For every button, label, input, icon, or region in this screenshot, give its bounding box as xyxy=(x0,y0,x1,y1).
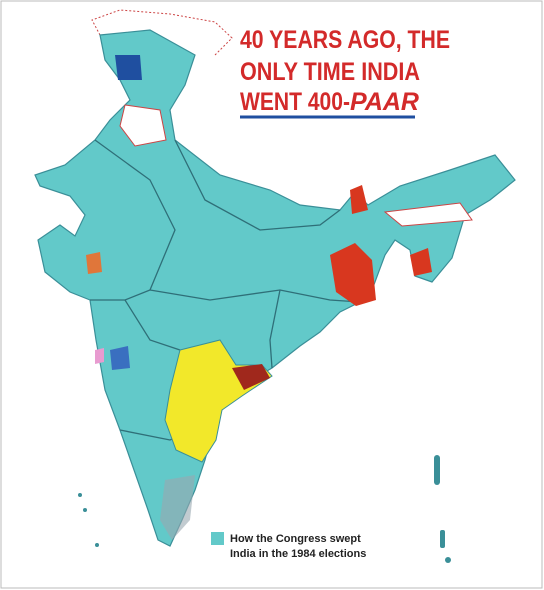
title-line: WENT 400-PAAR xyxy=(240,88,419,116)
region-grey xyxy=(160,475,195,540)
region-red xyxy=(330,243,376,306)
title-line: ONLY TIME INDIA xyxy=(240,58,420,86)
region-white xyxy=(383,202,473,227)
region-red xyxy=(410,248,432,276)
region-white xyxy=(119,104,167,147)
region-blue xyxy=(115,55,142,80)
islands xyxy=(78,455,451,563)
legend-swatch xyxy=(211,532,224,545)
region-orange xyxy=(86,252,102,274)
legend-text: India in the 1984 elections xyxy=(230,548,366,560)
border-outline xyxy=(91,9,233,56)
region-blue xyxy=(110,346,130,370)
title-text: WENT 400- xyxy=(240,88,350,116)
title-line: 40 YEARS AGO, THE xyxy=(240,26,450,54)
legend-text: How the Congress swept xyxy=(230,533,361,545)
region-pink xyxy=(95,348,104,364)
region-red xyxy=(350,185,368,214)
title-emphasis: PAAR xyxy=(350,88,419,116)
region-red xyxy=(232,364,270,390)
